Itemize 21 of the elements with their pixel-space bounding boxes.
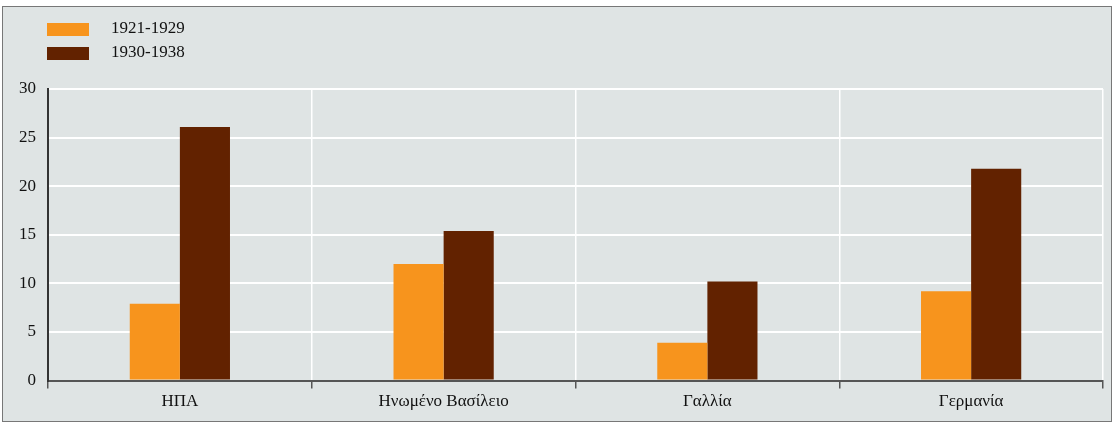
legend-label: 1921-1929: [111, 18, 185, 38]
bar: [443, 230, 494, 380]
y-tick-label: 20: [19, 175, 36, 195]
y-tick-label: 10: [19, 272, 36, 292]
bar: [921, 291, 972, 380]
x-tick-label: Γαλλία: [683, 391, 732, 411]
bar: [393, 263, 444, 380]
y-tick-label: 5: [27, 321, 36, 341]
bar: [707, 281, 758, 380]
x-tick-label: Ηνωμένο Βασίλειο: [378, 391, 509, 411]
bar: [129, 303, 180, 380]
x-tick-label: ΗΠΑ: [161, 391, 200, 411]
bar: [179, 126, 230, 380]
y-tick-label: 15: [19, 224, 36, 244]
bar: [971, 168, 1022, 380]
y-tick-label: 30: [19, 78, 36, 98]
bar: [657, 342, 708, 380]
y-tick-label: 25: [19, 127, 36, 147]
y-tick-label: 0: [27, 370, 36, 390]
legend-label: 1930-1938: [111, 42, 185, 62]
x-tick-label: Γερμανία: [938, 391, 1004, 411]
